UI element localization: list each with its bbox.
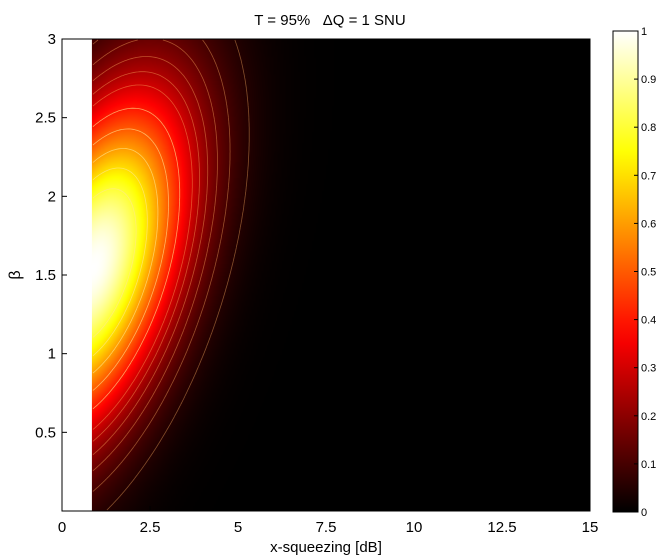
x-axis: 0 2.5 5 7.5 10 12.5 15 [58, 506, 599, 536]
x-tick-label: 2.5 [140, 519, 161, 536]
colorbar-tick-label: 0.5 [641, 267, 656, 279]
contour-lines [92, 39, 250, 511]
contour-line [92, 167, 148, 357]
colorbar-tick-label: 0.2 [641, 411, 656, 423]
contour-line [92, 71, 200, 442]
contour-line [106, 39, 250, 511]
colorbar-tick-label: 0.6 [641, 218, 656, 230]
colorbar-tick-label: 0.1 [641, 459, 656, 471]
colorbar-tick-label: 0.9 [641, 74, 656, 86]
contour-line [92, 148, 159, 374]
x-tick-label: 15 [582, 519, 599, 536]
y-tick-label: 1 [48, 346, 56, 363]
contour-line [92, 56, 209, 456]
x-tick-label: 7.5 [316, 519, 337, 536]
colorbar-tick-label: 0.7 [641, 170, 656, 182]
x-tick-label: 10 [406, 519, 423, 536]
contour-line [92, 39, 231, 492]
colorbar-tick-label: 0.4 [641, 315, 656, 327]
y-tick-label: 3 [48, 31, 56, 48]
colorbar-ticks: 0 0.1 0.2 0.3 0.4 0.5 0.6 0.7 0.8 0.9 1 [634, 26, 656, 519]
y-axis: 0.5 1 1.5 2 2.5 3 [35, 31, 67, 441]
x-tick-label: 5 [234, 519, 242, 536]
contour-line [92, 188, 137, 338]
y-tick-label: 2 [48, 188, 56, 205]
contour-line [92, 128, 169, 391]
y-tick-label: 0.5 [35, 424, 56, 441]
heatmap-image [91, 39, 591, 511]
x-tick-label: 12.5 [487, 519, 516, 536]
x-axis-label: x-squeezing [dB] [270, 539, 382, 556]
contour-line [92, 39, 218, 472]
colorbar-gradient [613, 31, 638, 512]
colorbar-tick-label: 0.8 [641, 122, 656, 134]
colorbar: 0 0.1 0.2 0.3 0.4 0.5 0.6 0.7 0.8 0.9 1 [612, 26, 656, 519]
chart-title: T = 95% ΔQ = 1 SNU [254, 12, 405, 29]
contour-line [92, 107, 181, 410]
colorbar-tick-label: 1 [641, 26, 647, 38]
y-axis-label: β [7, 270, 24, 279]
colorbar-tick-label: 0.3 [641, 363, 656, 375]
x-tick-label: 0 [58, 519, 66, 536]
y-tick-label: 2.5 [35, 110, 56, 127]
y-tick-label: 1.5 [35, 267, 56, 284]
contour-line [92, 84, 193, 430]
plot-area [61, 38, 591, 512]
colorbar-tick-label: 0 [641, 507, 647, 519]
